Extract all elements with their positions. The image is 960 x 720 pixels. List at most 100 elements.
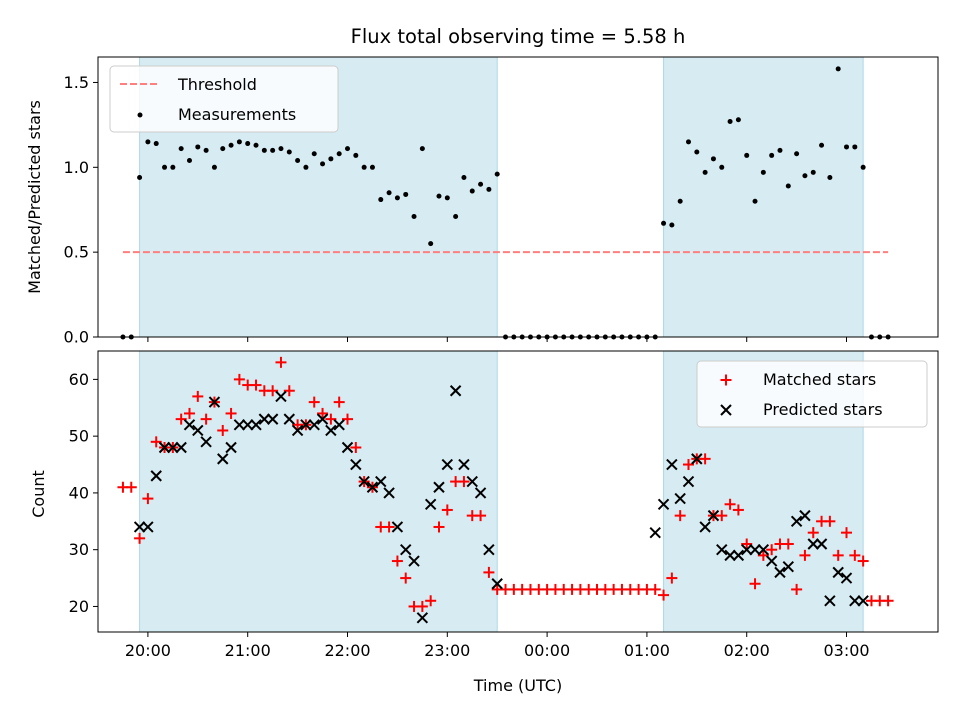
- predicted-star-point: [840, 572, 853, 584]
- matched-star-point: [308, 396, 320, 408]
- predicted-star-point: [275, 390, 287, 403]
- predicted-star-point: [266, 413, 279, 425]
- bottom-panel-x-axis-label: Time (UTC): [473, 676, 562, 695]
- measurement-point: [428, 241, 434, 247]
- top-panel-x-ticks: [147, 337, 848, 342]
- predicted-star-point: [183, 419, 196, 431]
- matched-star-point: [699, 453, 711, 465]
- predicted-star-point: [208, 396, 221, 408]
- measurement-point: [844, 144, 850, 150]
- top-y-tick-label: 1.5: [64, 73, 89, 92]
- measurement-point: [378, 197, 384, 203]
- matched-star-point: [342, 413, 354, 425]
- predicted-star-point: [815, 538, 828, 550]
- predicted-star-point: [782, 561, 795, 573]
- predicted-star-point: [308, 419, 320, 431]
- matched-star-point: [682, 459, 694, 471]
- measurement-point: [145, 139, 151, 145]
- top-panel: 0.0 0.5 1.0 1.5 Matched/Predicted stars Thr…: [25, 56, 939, 347]
- measurement-point: [295, 158, 301, 164]
- predicted-star-point: [707, 509, 720, 522]
- matched-star-point: [391, 555, 403, 567]
- measurement-point: [270, 147, 276, 153]
- measurement-point: [369, 164, 375, 170]
- measurement-point: [261, 147, 267, 153]
- measurement-point: [727, 118, 733, 124]
- matched-star-point: [458, 476, 470, 488]
- predicted-star-point: [674, 492, 686, 505]
- measurement-point: [195, 144, 201, 150]
- top-panel-legend: Threshold Measurements: [109, 65, 339, 133]
- predicted-star-point: [358, 475, 370, 488]
- predicted-star-point: [466, 475, 478, 488]
- matched-star-point: [267, 385, 279, 397]
- bottom-y-tick-label: 20: [69, 597, 89, 616]
- predicted-star-point: [483, 543, 495, 556]
- predicted-star-point: [217, 453, 229, 465]
- measurement-point: [394, 195, 400, 201]
- matched-star-point: [849, 549, 861, 561]
- measurement-point: [802, 173, 808, 179]
- matched-star-point: [475, 510, 487, 522]
- bottom-y-tick-label: 50: [69, 427, 89, 446]
- measurement-point: [760, 169, 766, 175]
- predicted-star-point: [325, 424, 337, 437]
- matched-star-point: [416, 600, 428, 612]
- measurement-point: [328, 156, 334, 162]
- legend-measurements-swatch: [137, 112, 143, 118]
- predicted-star-point: [649, 526, 661, 539]
- matched-star-point: [175, 413, 187, 425]
- measurement-point: [211, 164, 217, 170]
- matched-star-point: [716, 510, 728, 522]
- matched-star-point: [325, 413, 337, 425]
- bottom-panel-y-ticks: 20 30 40 50 60: [69, 370, 98, 616]
- measurement-point: [769, 152, 775, 158]
- matched-star-point: [766, 544, 778, 556]
- top-panel-y-axis-label: Matched/Predicted stars: [25, 100, 44, 294]
- bottom-panel-frame: [97, 350, 939, 633]
- matched-star-point: [666, 572, 678, 584]
- matched-star-point: [200, 413, 212, 425]
- bottom-panel-x-ticks: 20:00 21:00 22:00 23:00 00:00 01:00 02:00 03:00: [125, 632, 870, 660]
- matched-star-point: [192, 390, 204, 402]
- predicted-star-point: [449, 385, 462, 397]
- matched-star-point: [483, 566, 495, 578]
- legend-matched-marker: [720, 374, 732, 386]
- predicted-stars-series: [133, 385, 869, 624]
- predicted-star-point: [225, 441, 237, 454]
- matched-star-point: [807, 527, 819, 539]
- legend-measurements-label: Measurements: [178, 105, 296, 124]
- measurement-point: [677, 198, 683, 204]
- matched-star-point: [350, 442, 362, 454]
- predicted-star-point: [250, 419, 262, 431]
- predicted-star-point: [682, 475, 695, 488]
- measurement-point: [403, 191, 409, 197]
- predicted-star-point: [375, 475, 387, 488]
- predicted-star-point: [433, 481, 445, 493]
- measurement-point: [785, 183, 791, 189]
- matched-star-point: [134, 532, 146, 544]
- predicted-star-point: [857, 595, 869, 607]
- matched-star-point: [441, 504, 453, 516]
- predicted-star-point: [732, 549, 745, 562]
- measurement-point: [694, 149, 700, 155]
- measurement-point: [137, 174, 143, 180]
- matched-star-point: [824, 515, 836, 527]
- measurement-point: [153, 141, 159, 147]
- matched-star-point: [799, 549, 811, 561]
- measurement-point: [461, 174, 467, 180]
- matched-star-point: [841, 527, 853, 539]
- bottom-legend-box: [696, 360, 928, 428]
- measurement-point: [170, 164, 176, 170]
- measurement-point: [419, 146, 425, 152]
- predicted-star-point: [142, 521, 154, 533]
- matched-star-point: [425, 595, 437, 607]
- predicted-star-point: [291, 424, 304, 437]
- predicted-star-point: [233, 419, 246, 431]
- measurement-point: [669, 222, 675, 228]
- predicted-star-point: [441, 458, 454, 471]
- matched-star-point: [741, 538, 753, 550]
- legend-matched-label: Matched stars: [763, 370, 876, 389]
- top-y-tick-label: 0.5: [64, 243, 89, 262]
- bottom-x-tick-label: 02:00: [724, 641, 770, 660]
